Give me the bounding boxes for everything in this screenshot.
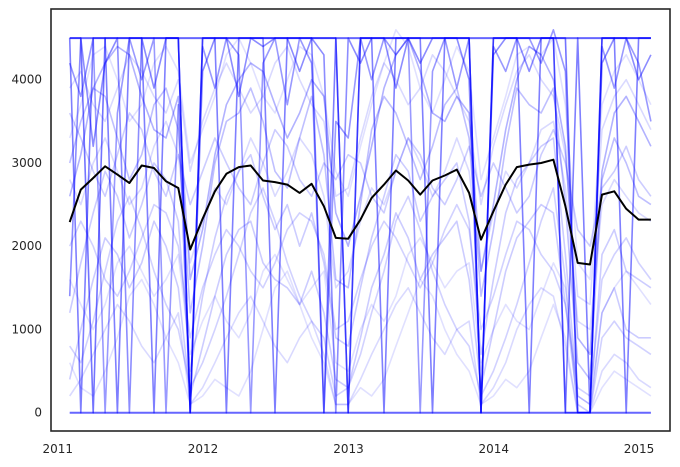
y-tick-label: 3000 (11, 156, 42, 170)
y-tick-label: 4000 (11, 73, 42, 87)
sample-series-line (68, 203, 652, 397)
y-tick-label: 0 (34, 406, 42, 420)
x-tick-label: 2013 (333, 442, 364, 456)
sample-series-line (68, 137, 652, 406)
x-tick-label: 2015 (624, 442, 655, 456)
y-tick-label: 2000 (11, 239, 42, 253)
tick-labels: 0 1000 2000 3000 4000 2011 2012 2013 2014 2015 (11, 73, 654, 456)
y-tick-label: 1000 (11, 322, 42, 336)
sample-series-line (68, 112, 652, 247)
sample-series-line (69, 286, 652, 414)
sample-series-line (68, 237, 652, 406)
sample-series-line (68, 37, 652, 414)
sample-series-line (68, 37, 652, 356)
mean-series-line (68, 158, 651, 266)
sample-series-line (68, 28, 652, 414)
sample-series-line (69, 45, 652, 306)
sample-series-line (69, 187, 652, 414)
sample-series-line (68, 28, 652, 281)
sample-series-line (68, 87, 652, 381)
plot-frame (50, 8, 671, 432)
x-tick-label: 2014 (478, 442, 509, 456)
sample-series-line (68, 203, 651, 414)
x-tick-label: 2012 (188, 442, 219, 456)
sample-series-line (68, 37, 651, 414)
sample-series-line (68, 270, 652, 414)
series-layer (68, 28, 652, 414)
x-tick-label: 2011 (42, 442, 73, 456)
